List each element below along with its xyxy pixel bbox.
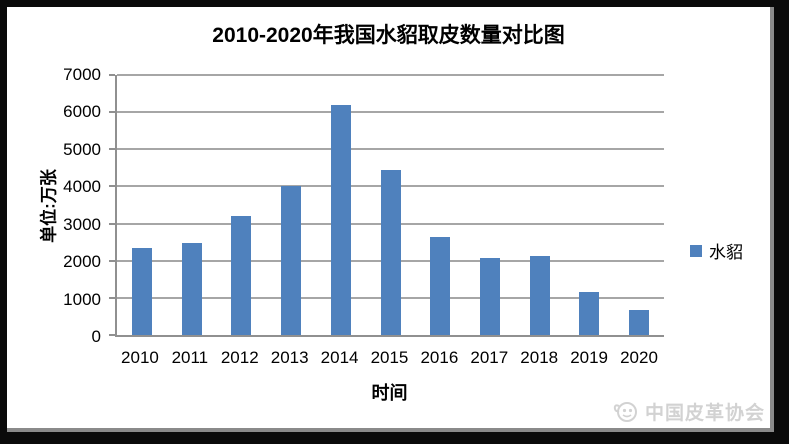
y-tick-mark-2000 (109, 259, 115, 262)
y-tick-mark-1000 (109, 296, 115, 299)
y-axis-tick-labels: 0 1000 2000 3000 4000 5000 6000 7000 (7, 65, 111, 346)
y-tick-mark-6000 (109, 111, 115, 114)
y-tick-label-5000: 5000 (63, 139, 101, 159)
bar-2013 (281, 186, 302, 335)
x-tick-label-2018: 2018 (520, 348, 559, 367)
bar-2015 (380, 169, 401, 335)
y-tick-label-3000: 3000 (63, 214, 101, 234)
y-tick-mark-7000 (109, 74, 115, 76)
plot-area (109, 74, 664, 337)
x-tick-label-2011: 2011 (171, 348, 209, 367)
bar-2011 (181, 242, 202, 335)
y-tick-label-1000: 1000 (63, 289, 101, 309)
gridline-7000 (117, 74, 664, 76)
legend-marker-swatch (690, 244, 702, 257)
x-tick-label-2014: 2014 (320, 348, 359, 367)
watermark: 中国皮革协会 (612, 398, 765, 425)
x-tick-label-2015: 2015 (370, 348, 409, 367)
bar-2016 (430, 236, 451, 335)
y-tick-label-2000: 2000 (63, 252, 101, 272)
x-axis-title: 时间 (371, 383, 408, 403)
bar-2017 (479, 258, 500, 335)
y-tick-mark-3000 (109, 222, 115, 225)
y-tick-mark-0 (109, 334, 115, 336)
x-tick-label-2020: 2020 (620, 348, 658, 367)
bar-2020 (629, 310, 650, 335)
bar-2010 (131, 247, 152, 335)
y-tick-label-6000: 6000 (63, 102, 101, 122)
bar-2018 (529, 256, 550, 335)
bar-2012 (231, 216, 252, 335)
x-axis-tick-labels: 2010 2011 2012 2013 2014 2015 2016 2017 2018 2019… (115, 348, 664, 370)
leather-association-logo-icon (612, 400, 640, 424)
x-tick-label-2013: 2013 (270, 348, 309, 367)
watermark-text: 中国皮革协会 (644, 403, 765, 424)
y-tick-label-0: 0 (91, 327, 101, 346)
y-tick-mark-4000 (109, 185, 115, 188)
gridline-6000 (117, 111, 664, 114)
y-tick-mark-5000 (109, 148, 115, 151)
gridline-5000 (117, 148, 664, 151)
x-tick-label-2017: 2017 (470, 348, 509, 367)
bar-2019 (579, 291, 600, 335)
x-tick-label-2010: 2010 (121, 348, 159, 367)
legend: 水貂 (690, 238, 743, 263)
chart-sheet: 2010-2020年我国水貂取皮数量对比图 单位:万张 0 1000 2000 300… (7, 7, 774, 432)
chart-title: 2010-2020年我国水貂取皮数量对比图 (212, 24, 565, 47)
y-tick-label-4000: 4000 (63, 177, 101, 197)
y-tick-label-7000: 7000 (63, 65, 101, 84)
x-tick-label-2012: 2012 (220, 348, 259, 367)
x-tick-label-2019: 2019 (570, 348, 609, 367)
x-tick-label-2016: 2016 (420, 348, 459, 367)
legend-series-label: 水貂 (709, 243, 743, 262)
bar-2014 (330, 104, 351, 335)
